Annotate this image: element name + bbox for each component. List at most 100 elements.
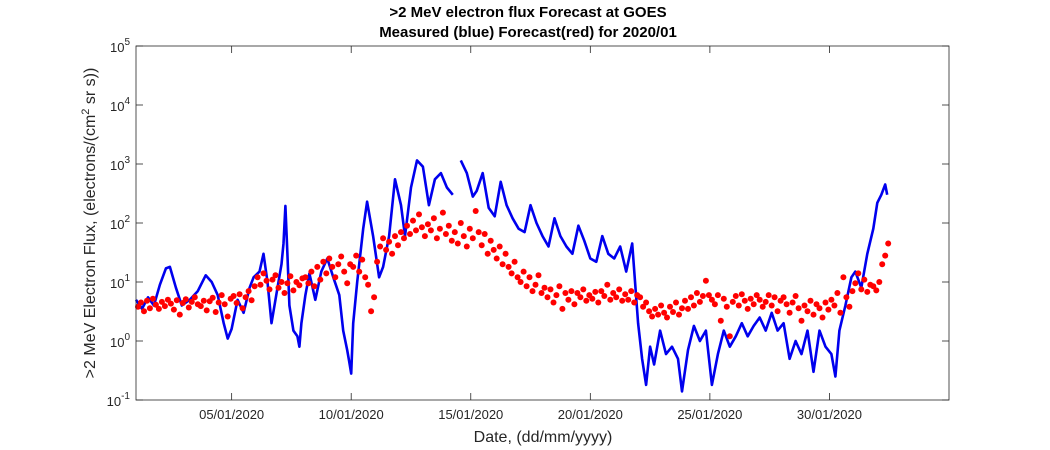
chart-subtitle: Measured (blue) Forecast(red) for 2020/0… (379, 24, 677, 41)
forecast-point (374, 258, 381, 265)
forecast-point (840, 274, 847, 281)
forecast-point (738, 291, 745, 298)
forecast-point (275, 284, 282, 291)
forecast-point (173, 297, 180, 304)
forecast-point (628, 288, 635, 295)
forecast-point (580, 286, 587, 293)
forecast-point (308, 268, 315, 275)
forecast-point (146, 305, 153, 312)
forecast-point (801, 302, 808, 309)
forecast-point (643, 299, 650, 306)
forecast-point (383, 246, 390, 253)
forecast-point (852, 280, 859, 287)
forecast-point (876, 279, 883, 285)
forecast-point (795, 305, 802, 312)
forecast-point (583, 297, 590, 304)
forecast-point (239, 305, 246, 312)
forecast-point (433, 235, 440, 242)
forecast-point (592, 288, 599, 295)
forecast-point (810, 311, 817, 318)
forecast-point (287, 273, 294, 280)
forecast-point (783, 301, 790, 308)
forecast-point (762, 298, 769, 305)
forecast-point (284, 280, 291, 287)
forecast-point (395, 242, 401, 249)
forecast-point (702, 277, 709, 284)
forecast-point (861, 276, 868, 283)
forecast-point (655, 311, 662, 318)
forecast-point (529, 288, 536, 295)
forecast-point (377, 243, 384, 250)
forecast-point (215, 299, 222, 306)
forecast-point (502, 250, 509, 257)
forecast-point (218, 292, 225, 299)
forecast-point (649, 313, 656, 320)
forecast-point (816, 305, 823, 312)
forecast-point (526, 274, 533, 281)
forecast-point (688, 294, 694, 301)
forecast-point (753, 292, 760, 299)
forecast-point (478, 242, 485, 249)
forecast-point (281, 290, 288, 296)
forecast-point (341, 268, 348, 275)
forecast-point (263, 277, 270, 284)
forecast-point (251, 283, 258, 290)
forecast-point (170, 306, 177, 313)
forecast-point (616, 286, 623, 293)
x-tick-label: 25/01/2020 (677, 407, 742, 422)
forecast-point (511, 258, 518, 265)
forecast-point (138, 299, 144, 306)
forecast-point (135, 303, 141, 310)
forecast-point (248, 297, 255, 304)
y-axis-label: >2 MeV Electron Flux, (electrons/(cm2 sr… (80, 68, 99, 379)
forecast-point (541, 284, 548, 291)
chart-title: >2 MeV electron flux Forecast at GOES (389, 4, 666, 21)
forecast-point (167, 300, 174, 307)
forecast-point (487, 237, 494, 244)
forecast-point (831, 302, 838, 309)
forecast-point (664, 314, 670, 321)
forecast-point (469, 235, 476, 242)
x-tick-label: 05/01/2020 (199, 407, 264, 422)
forecast-point (870, 283, 877, 290)
forecast-point (601, 293, 608, 299)
forecast-point (798, 317, 805, 324)
forecast-point (493, 255, 500, 262)
forecast-point (332, 274, 339, 281)
forecast-point (825, 306, 832, 313)
forecast-point (577, 294, 584, 301)
measured-flux-line-1 (134, 159, 454, 375)
forecast-point (882, 252, 889, 259)
forecast-point (693, 290, 700, 296)
forecast-point (744, 305, 751, 312)
forecast-point (571, 301, 578, 308)
y-tick-label: 104 (110, 96, 130, 114)
y-axis: 10-1 100 101 102 103 104 105 (107, 37, 949, 409)
forecast-point (359, 256, 366, 263)
forecast-point (353, 252, 360, 259)
forecast-point (191, 294, 198, 301)
forecast-point (613, 294, 620, 301)
forecast-point (517, 279, 524, 285)
forecast-point (741, 297, 748, 304)
forecast-point (182, 296, 189, 303)
x-tick-label: 10/01/2020 (319, 407, 384, 422)
forecast-point (257, 281, 264, 288)
forecast-point (619, 297, 626, 304)
forecast-point (344, 280, 351, 287)
forecast-point (858, 286, 865, 293)
forecast-point (233, 300, 240, 306)
forecast-point (439, 209, 446, 216)
forecast-point (224, 313, 231, 320)
forecast-point (230, 293, 237, 299)
forecast-point (538, 290, 545, 296)
forecast-point (759, 303, 766, 310)
forecast-point (568, 288, 575, 295)
forecast-point (350, 263, 357, 270)
forecast-point (460, 233, 467, 240)
forecast-point (837, 309, 844, 316)
forecast-point (523, 283, 530, 290)
forecast-point (188, 298, 195, 305)
forecast-point (209, 294, 216, 301)
